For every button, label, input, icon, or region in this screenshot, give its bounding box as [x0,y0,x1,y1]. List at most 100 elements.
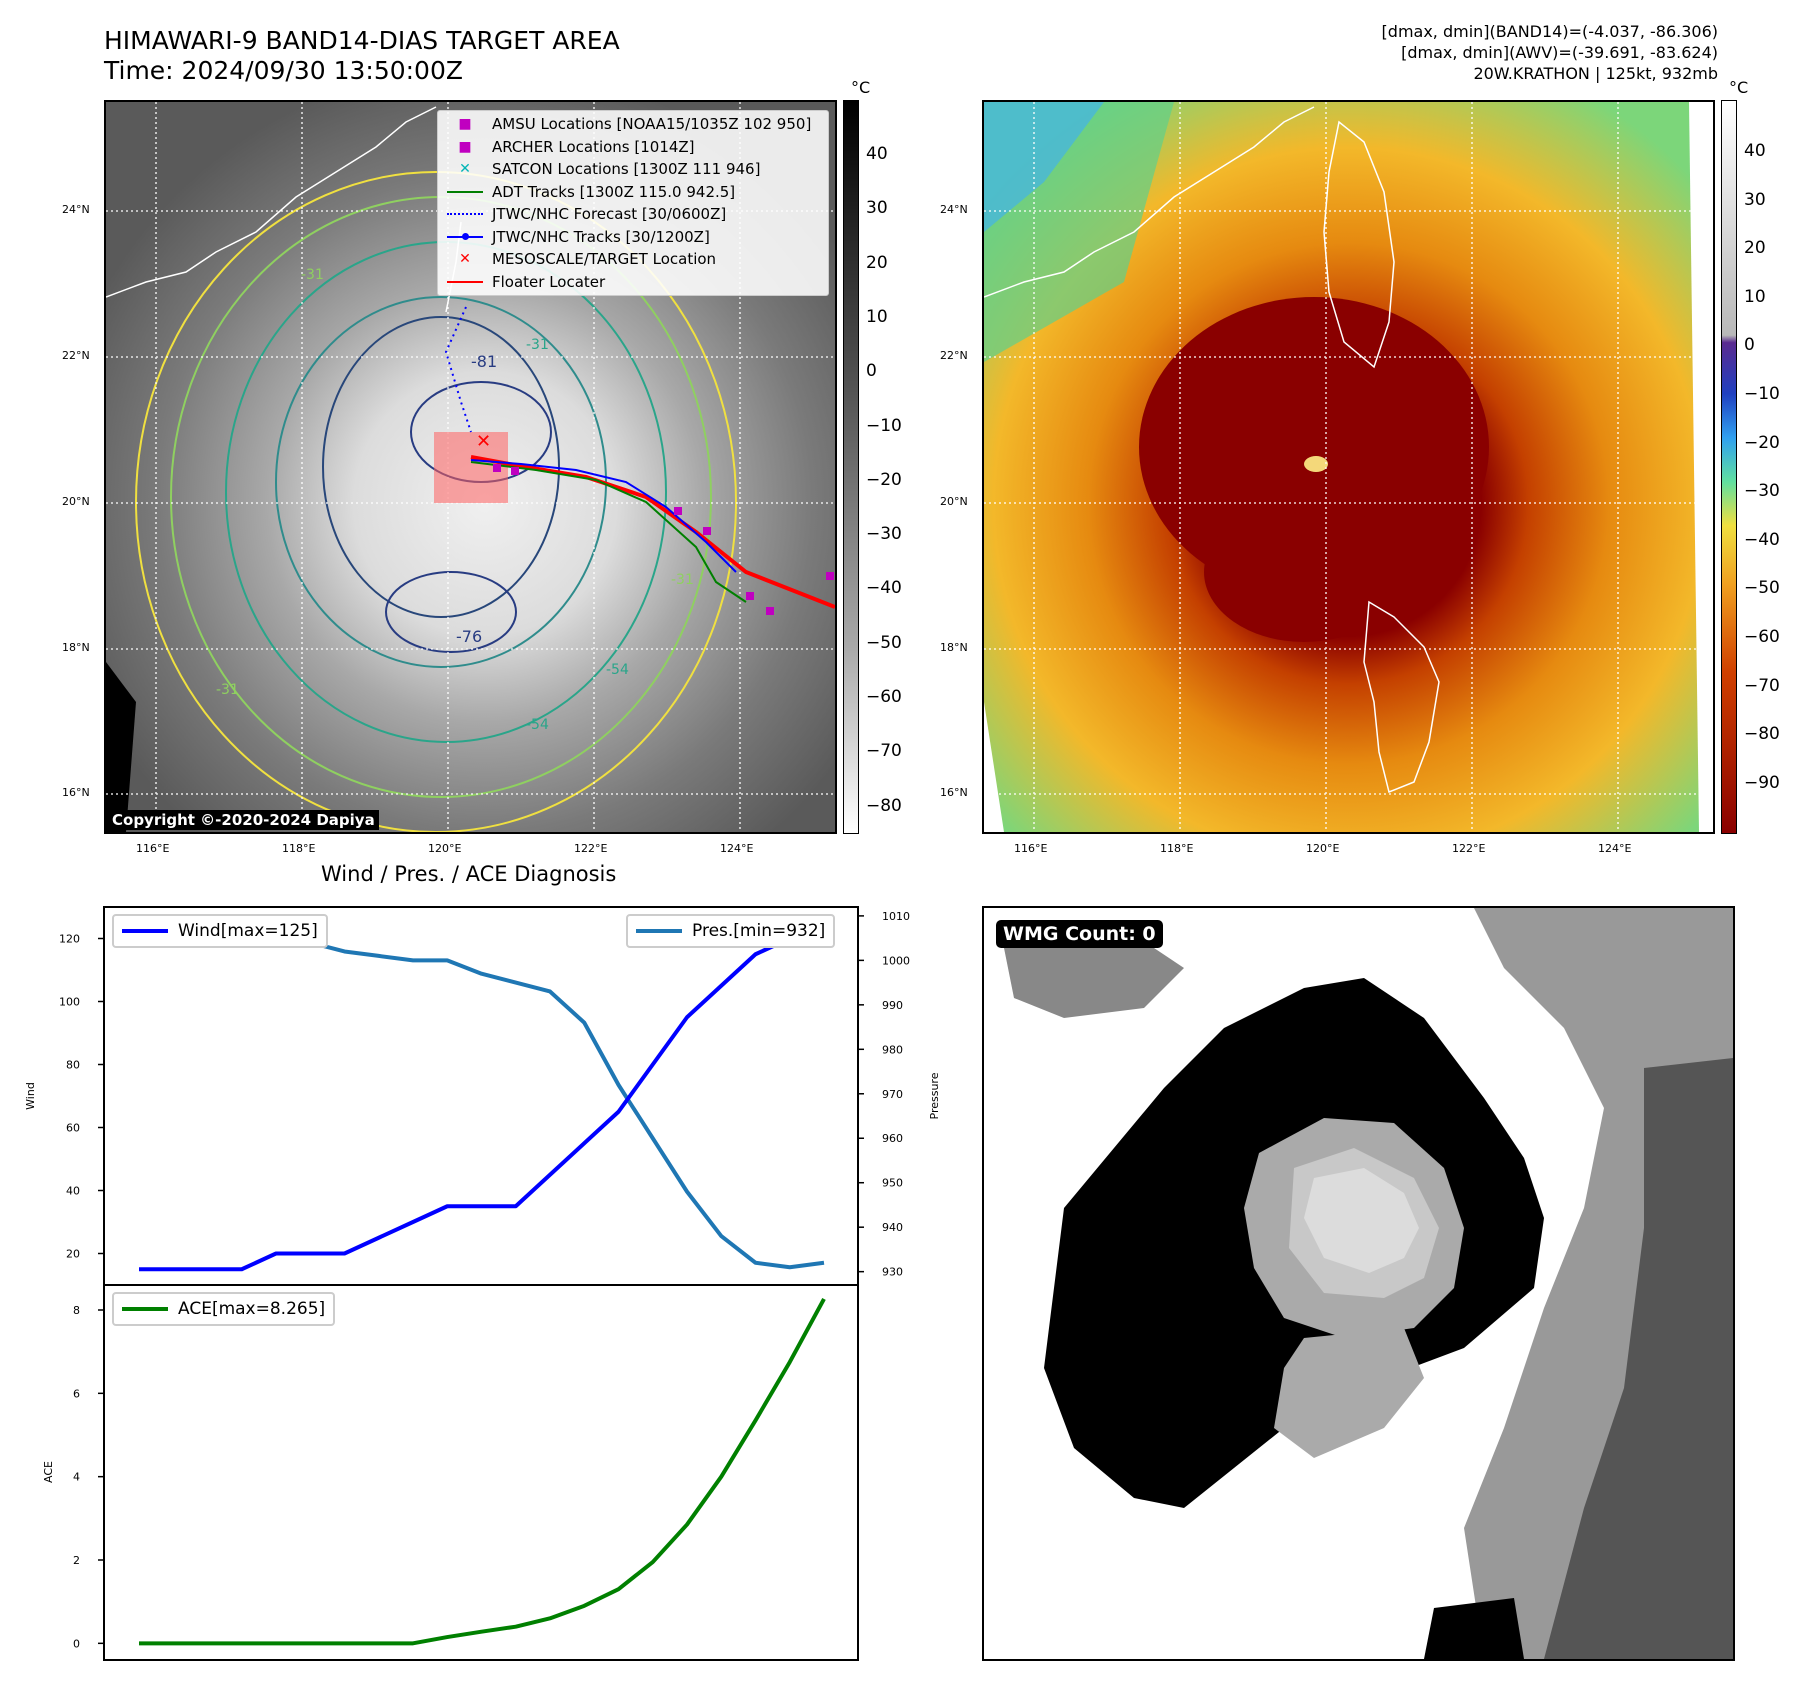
lat-tick: 16°N [940,786,968,799]
lat-tick: 22°N [62,349,90,362]
dot-line-icon [446,232,484,240]
ace-tick-label: 8 [73,1304,80,1317]
ace-axes [103,1284,859,1661]
colorbar-right [1721,100,1737,834]
lat-tick: 24°N [62,203,90,216]
wind-tick-label: 80 [66,1059,80,1072]
dmax-band14: [dmax, dmin](BAND14)=(-4.037, -86.306) [1381,22,1718,41]
lon-tick: 120°E [428,842,462,855]
legend-item-jtwc-tracks: JTWC/NHC Tracks [30/1200Z] [438,226,828,249]
map-legend: ■ AMSU Locations [NOAA15/1035Z 102 950] ■… [437,110,829,296]
colorbar-tick: 40 [866,144,888,164]
wind-line-icon [122,929,168,933]
lat-tick: 18°N [62,641,90,654]
legend-item-jtwc-forecast: JTWC/NHC Forecast [30/0600Z] [438,203,828,226]
lat-tick: 20°N [940,495,968,508]
colorbar-tick: −30 [1744,481,1780,502]
contour-label: -31 [671,572,694,588]
pressure-tick-label: 1010 [882,910,910,923]
ace-tick-label: 2 [73,1554,80,1567]
colorbar-tick: −80 [866,795,902,816]
contour-label: -31 [216,682,239,698]
ace-tick-label: 6 [73,1387,80,1400]
wmg-count-badge: WMG Count: 0 [996,920,1163,948]
lon-tick: 116°E [1014,842,1048,855]
ace-line [139,1298,826,1646]
legend-item-archer: ■ ARCHER Locations [1014Z] [438,136,828,159]
pressure-line [139,922,825,1270]
legend-item-satcon: ✕ SATCON Locations [1300Z 111 946] [438,158,828,181]
colorbar-tick: −50 [866,632,902,653]
colorbar-tick: −60 [1744,627,1780,647]
storm-info: 20W.KRATHON | 125kt, 932mb [1473,64,1718,83]
colorbar-tick: 10 [866,306,888,327]
colorbar-tick: 0 [1744,335,1755,356]
ace-axis-label: ACE [42,1461,55,1483]
lon-tick: 122°E [574,842,608,855]
lon-tick: 118°E [1160,842,1194,855]
wind-tick-label: 40 [66,1185,80,1198]
colorbar-tick: 30 [1744,189,1766,210]
svg-text:✕: ✕ [476,431,491,452]
ace-tick-label: 4 [73,1471,80,1484]
lon-tick: 118°E [282,842,316,855]
pressure-tick-label: 940 [882,1221,903,1234]
ace-tick-label: 0 [73,1637,80,1650]
legend-item-mesoscale: ✕ MESOSCALE/TARGET Location [438,248,828,271]
wmg-panel: WMG Count: 0 [982,906,1735,1661]
lon-tick: 124°E [1598,842,1632,855]
wind-legend: Wind[max=125] [112,914,328,948]
colorbar-tick: −40 [1744,529,1780,550]
x-marker-icon: ✕ [459,251,471,268]
legend-item-floater: Floater Locater [438,271,828,294]
pressure-legend: Pres.[min=932] [626,914,836,948]
wind-tick-label: 120 [59,933,80,946]
chart-time: Time: 2024/09/30 13:50:00Z [104,56,463,85]
square-marker-icon: ■ [458,138,472,155]
lon-tick: 122°E [1452,842,1486,855]
lon-tick: 116°E [136,842,170,855]
pressure-line-icon [636,929,682,933]
line-marker-icon [446,190,484,193]
colorbar-tick: 20 [866,252,888,273]
lon-tick: 124°E [720,842,754,855]
colorbar-tick: −40 [866,578,902,599]
square-marker-icon: ■ [458,116,472,133]
diagnosis-chart: 2040608010012093094095096097098099010001… [24,906,941,1661]
lat-tick: 20°N [62,495,90,508]
line-marker-icon [446,280,484,283]
wind-tick-label: 20 [66,1248,80,1261]
contour-label: -31 [301,267,324,283]
wind-line [139,920,825,1272]
colorbar-tick: −70 [1744,675,1780,696]
colorbar-tick: −50 [1744,578,1780,599]
colorbar-left [843,100,859,834]
colorbar-tick: 30 [866,198,888,219]
colorbar-tick: 0 [866,361,877,382]
diagnosis-title: Wind / Pres. / ACE Diagnosis [321,862,617,886]
colorbar-tick: 20 [1744,238,1766,259]
lat-tick: 18°N [940,641,968,654]
pressure-tick-label: 970 [882,1088,903,1101]
ace-line-icon [122,1307,168,1311]
lat-tick: 22°N [940,349,968,362]
colorbar-tick: −30 [866,524,902,545]
contour-label: -54 [606,662,629,678]
lat-tick: 16°N [62,786,90,799]
colorbar-unit: °C [851,78,871,97]
legend-item-adt: ADT Tracks [1300Z 115.0 942.5] [438,181,828,204]
pressure-tick-label: 950 [882,1177,903,1190]
colorbar-tick: −90 [1744,772,1780,793]
wind-tick-label: 100 [59,996,80,1009]
dmax-awv: [dmax, dmin](AWV)=(-39.691, -83.624) [1401,43,1718,62]
wind-tick-label: 60 [66,1122,80,1135]
x-marker-icon: ✕ [459,161,471,178]
pressure-tick-label: 1000 [882,954,910,967]
colorbar-tick: −20 [1744,432,1780,453]
colorbar-tick: −60 [866,687,902,707]
copyright-label: Copyright ©-2020-2024 Dapiya [108,810,379,830]
chart-title: HIMAWARI-9 BAND14-DIAS TARGET AREA [104,26,620,55]
awv-map [982,100,1715,834]
pressure-tick-label: 960 [882,1132,903,1145]
colorbar-tick: −10 [1744,384,1780,404]
